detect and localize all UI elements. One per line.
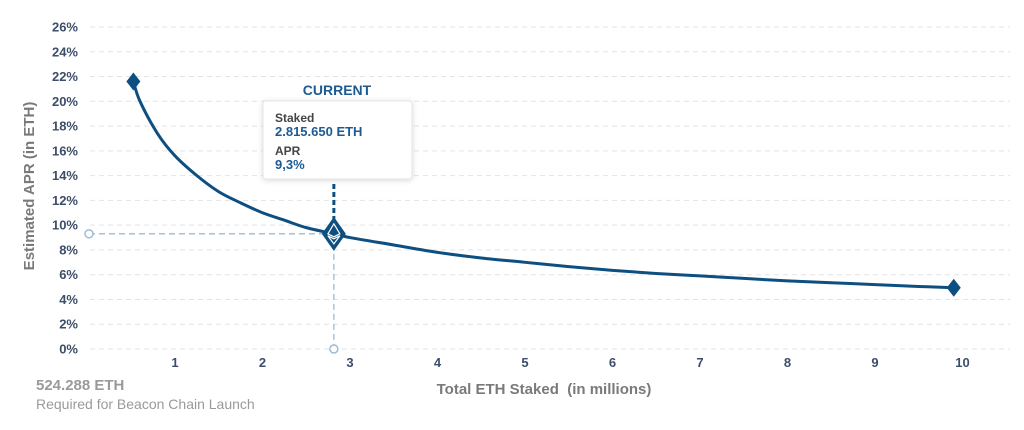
current-title: CURRENT — [303, 82, 372, 98]
apr-guide-dot — [84, 229, 94, 239]
y-tick-label: 14% — [52, 168, 78, 183]
x-tick-label: 9 — [871, 355, 878, 370]
y-tick-label: 22% — [52, 69, 78, 84]
y-tick-label: 24% — [52, 44, 78, 59]
curve-endpoints — [126, 72, 961, 297]
apr-label: APR — [275, 144, 301, 158]
y-tick-label: 12% — [52, 193, 78, 208]
y-tick-label: 4% — [59, 292, 78, 307]
x-tick-label: 5 — [521, 355, 528, 370]
current-guides — [84, 184, 339, 354]
y-tick-label: 10% — [52, 218, 78, 233]
staked-label: Staked — [275, 111, 314, 125]
eth-icon-base — [327, 235, 341, 245]
current-marker — [321, 216, 346, 251]
y-tick-label: 6% — [59, 267, 78, 282]
staked-value: 2.815.650 ETH — [275, 124, 362, 139]
staked-guide-dot — [329, 344, 339, 354]
x-tick-label: 6 — [609, 355, 616, 370]
x-tick-label: 4 — [434, 355, 442, 370]
x-tick-label: 1 — [171, 355, 178, 370]
x-axis-ticks: 1 2 3 4 5 6 7 8 9 10 — [171, 355, 969, 370]
endpoint-marker — [126, 72, 141, 91]
endpoint-marker — [946, 278, 961, 297]
y-tick-label: 2% — [59, 317, 78, 332]
y-axis-ticks: 0% 2% 4% 6% 8% 10% 12% 14% 16% 18% 20% 22% 24% 26% — [52, 20, 78, 357]
x-tick-label: 10 — [955, 355, 969, 370]
eth-icon — [327, 222, 341, 238]
x-tick-label: 7 — [696, 355, 703, 370]
launch-eth-value: 524.288 ETH — [36, 377, 125, 394]
y-tick-label: 20% — [52, 94, 78, 109]
x-tick-label: 2 — [259, 355, 266, 370]
y-axis-title: Estimated APR (in ETH) — [21, 102, 38, 271]
grid-lines — [90, 26, 1010, 350]
x-tick-label: 3 — [346, 355, 353, 370]
y-tick-label: 26% — [52, 20, 78, 35]
apr-curve — [131, 81, 954, 290]
x-tick-label: 8 — [784, 355, 791, 370]
x-axis-title: Total ETH Staked (in millions) — [437, 381, 652, 398]
apr-value: 9,3% — [275, 157, 305, 172]
y-tick-label: 8% — [59, 242, 78, 257]
y-tick-label: 0% — [59, 342, 78, 357]
launch-eth-label: Required for Beacon Chain Launch — [36, 396, 255, 412]
y-tick-label: 18% — [52, 119, 78, 134]
current-point-marker — [321, 216, 346, 251]
y-tick-label: 16% — [52, 143, 78, 158]
current-tooltip: CURRENT Staked 2.815.650 ETH APR 9,3% — [262, 82, 413, 180]
